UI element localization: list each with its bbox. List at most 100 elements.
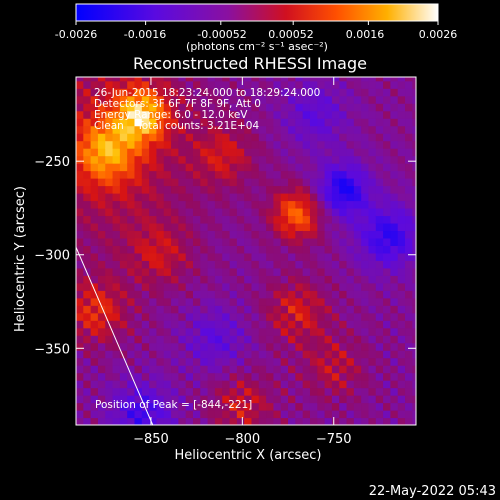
heatmap-cell: [105, 95, 114, 104]
heatmap-cell: [185, 133, 194, 142]
heatmap-cell: [222, 80, 231, 89]
heatmap-cell: [295, 230, 304, 239]
heatmap-cell: [368, 103, 377, 112]
heatmap-cell: [361, 402, 370, 411]
heatmap-cell: [339, 245, 348, 254]
heatmap-cell: [383, 290, 392, 299]
heatmap-cell: [97, 118, 106, 127]
heatmap-cell: [214, 80, 223, 89]
heatmap-cell: [383, 305, 392, 314]
heatmap-cell: [361, 267, 370, 276]
heatmap-cell: [353, 133, 362, 142]
heatmap-cell: [244, 155, 253, 164]
heatmap-cell: [244, 170, 253, 179]
heatmap-cell: [171, 237, 179, 246]
heatmap-cell: [361, 350, 370, 359]
heatmap-cell: [141, 320, 150, 329]
heatmap-cell: [295, 260, 304, 269]
heatmap-cell: [368, 110, 377, 119]
heatmap-cell: [368, 395, 377, 404]
heatmap-cell: [214, 193, 223, 202]
heatmap-cell: [127, 230, 136, 239]
heatmap-cell: [214, 282, 223, 291]
heatmap-cell: [244, 350, 253, 359]
heatmap-cell: [156, 342, 165, 351]
heatmap-cell: [309, 80, 318, 89]
heatmap-cell: [302, 95, 311, 104]
heatmap-cell: [178, 327, 187, 336]
heatmap-cell: [368, 118, 377, 127]
heatmap-cell: [317, 297, 326, 306]
heatmap-cell: [83, 222, 92, 232]
heatmap-cell: [171, 365, 179, 374]
heatmap-cell: [273, 342, 282, 351]
heatmap-cell: [141, 88, 150, 97]
heatmap-cell: [317, 290, 326, 299]
heatmap-cell: [251, 275, 260, 284]
heatmap-cell: [375, 267, 384, 276]
heatmap-cell: [302, 170, 311, 179]
heatmap-cell: [156, 88, 165, 97]
heatmap-cell: [405, 387, 413, 396]
heatmap-cell: [346, 140, 355, 149]
heatmap-cell: [207, 237, 216, 246]
heatmap-cell: [273, 365, 282, 374]
heatmap-cell: [134, 320, 143, 329]
heatmap-cell: [127, 140, 136, 149]
heatmap-cell: [105, 230, 114, 239]
heatmap-cell: [244, 267, 253, 276]
heatmap-cell: [171, 163, 179, 172]
heatmap-cell: [412, 140, 416, 149]
heatmap-cell: [192, 163, 201, 172]
heatmap-cell: [134, 110, 143, 119]
heatmap-cell: [83, 80, 92, 89]
heatmap-cell: [280, 342, 289, 351]
heatmap-cell: [156, 148, 165, 157]
heatmap-cell: [412, 320, 416, 329]
heatmap-cell: [244, 88, 253, 97]
heatmap-cell: [273, 125, 282, 134]
heatmap-cell: [324, 357, 333, 366]
heatmap-cell: [324, 320, 333, 329]
heatmap-cell: [134, 372, 143, 381]
heatmap-cell: [207, 178, 216, 187]
heatmap-cell: [302, 312, 311, 321]
heatmap-cell: [383, 395, 392, 404]
heatmap-cell: [317, 77, 326, 82]
heatmap-cell: [288, 207, 296, 217]
heatmap-cell: [280, 207, 289, 217]
heatmap-cell: [119, 200, 128, 209]
heatmap-cell: [156, 140, 165, 149]
heatmap-cell: [353, 230, 362, 239]
heatmap-cell: [141, 200, 150, 209]
heatmap-cell: [141, 267, 150, 276]
heatmap-cell: [251, 95, 260, 104]
heatmap-cell: [244, 95, 253, 104]
heatmap-cell: [273, 207, 282, 217]
heatmap-cell: [83, 118, 92, 127]
heatmap-cell: [280, 305, 289, 314]
heatmap-cell: [90, 163, 99, 172]
heatmap-cell: [192, 417, 201, 425]
heatmap-cell: [383, 380, 392, 389]
heatmap-cell: [390, 155, 399, 164]
heatmap-cell: [331, 133, 340, 142]
heatmap-cell: [192, 387, 201, 396]
heatmap-cell: [163, 155, 172, 164]
heatmap-cell: [288, 237, 296, 246]
heatmap-cell: [214, 402, 223, 411]
heatmap-cell: [302, 125, 311, 134]
heatmap-cell: [76, 365, 84, 374]
heatmap-cell: [324, 402, 333, 411]
heatmap-cell: [258, 320, 267, 329]
heatmap-cell: [229, 155, 238, 164]
heatmap-cell: [324, 207, 333, 217]
heatmap-cell: [134, 417, 143, 425]
heatmap-cell: [339, 155, 348, 164]
heatmap-cell: [97, 365, 106, 374]
heatmap-cell: [192, 193, 201, 202]
heatmap-cell: [251, 350, 260, 359]
heatmap-cell: [251, 380, 260, 389]
heatmap-cell: [397, 170, 406, 179]
heatmap-cell: [127, 237, 136, 246]
